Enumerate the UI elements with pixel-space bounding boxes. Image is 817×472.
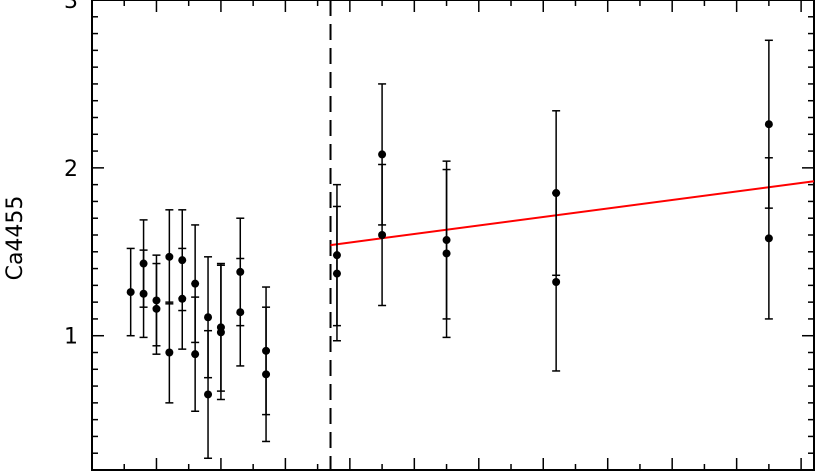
y-axis-label: Ca4455 bbox=[3, 196, 28, 281]
x-axis bbox=[91, 0, 802, 470]
data-point bbox=[152, 304, 161, 313]
data-point bbox=[378, 150, 387, 159]
fit-line-group bbox=[330, 180, 815, 247]
data-point bbox=[126, 288, 135, 297]
data-point-group bbox=[126, 247, 135, 337]
data-point-group bbox=[165, 301, 174, 404]
data-point-group bbox=[764, 157, 773, 320]
data-point-group bbox=[178, 247, 187, 350]
data-point bbox=[191, 350, 200, 359]
data-point bbox=[764, 120, 773, 129]
fit-line bbox=[330, 180, 815, 247]
data-point bbox=[378, 231, 387, 239]
data-point bbox=[236, 308, 245, 317]
data-point bbox=[204, 390, 213, 399]
data-point bbox=[332, 269, 341, 278]
data-point bbox=[442, 249, 451, 258]
data-point-group bbox=[139, 249, 148, 339]
data-point bbox=[552, 278, 561, 286]
data-point-group bbox=[165, 209, 174, 305]
data-point-group bbox=[204, 329, 213, 459]
data-point bbox=[178, 294, 187, 303]
y-tick-label: 3 bbox=[64, 0, 78, 14]
data-point bbox=[191, 279, 200, 288]
plot-border bbox=[91, 0, 815, 471]
data-point-group bbox=[191, 296, 200, 412]
data-point bbox=[165, 252, 174, 261]
data-point-group bbox=[216, 264, 225, 401]
data-point-group bbox=[262, 306, 271, 443]
y-tick-label: 1 bbox=[64, 325, 78, 350]
data-point bbox=[216, 328, 225, 337]
data-point-group bbox=[442, 168, 451, 339]
y-axis: 1 2 3 bbox=[64, 0, 814, 471]
data-point-group bbox=[152, 262, 161, 355]
data-point bbox=[139, 289, 148, 298]
data-point-group bbox=[236, 257, 245, 367]
plot-frame bbox=[91, 0, 815, 471]
data-points bbox=[126, 39, 773, 459]
data-point bbox=[165, 348, 174, 357]
data-point-group bbox=[552, 192, 561, 372]
data-point-group bbox=[378, 163, 387, 307]
data-point-group bbox=[332, 205, 341, 342]
data-point bbox=[204, 313, 213, 322]
data-point bbox=[764, 234, 773, 243]
data-point bbox=[262, 370, 271, 379]
y-tick-label: 2 bbox=[64, 157, 78, 182]
